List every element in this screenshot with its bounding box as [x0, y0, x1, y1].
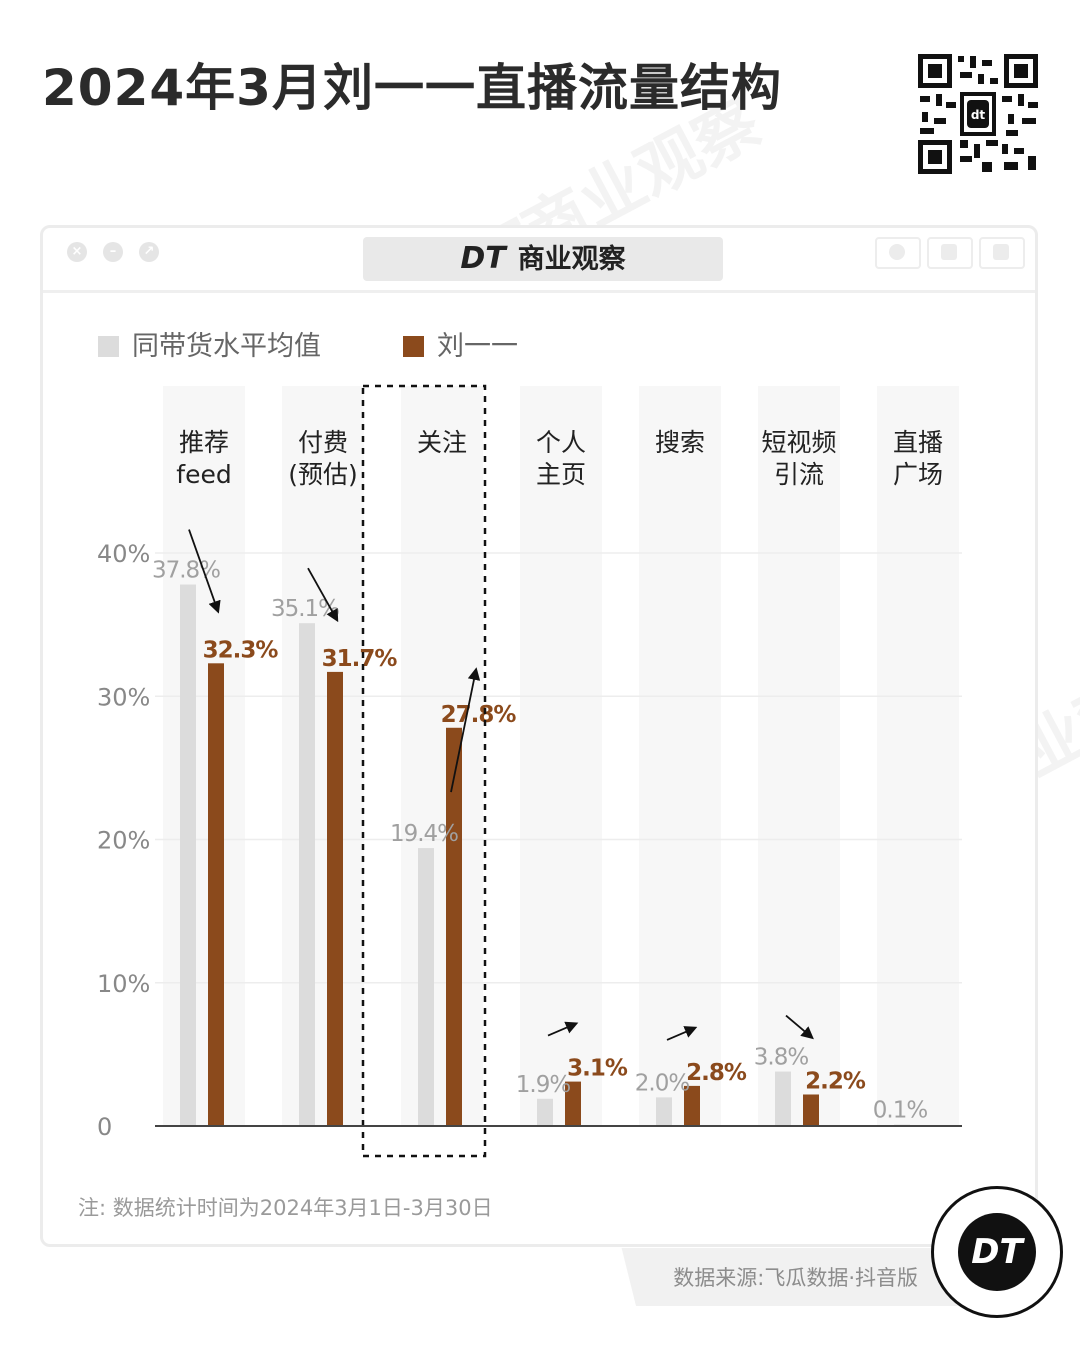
x-tick-label: 广场 — [893, 460, 943, 489]
page-title: 2024年3月刘一一直播流量结构 — [42, 59, 782, 117]
y-tick-label: 30% — [97, 683, 150, 711]
x-tick-label: 推荐 — [179, 428, 229, 457]
value-label-average: 35.1% — [271, 596, 339, 622]
window-title-text: 商业观察 — [517, 244, 626, 275]
x-tick-label: 搜索 — [655, 428, 705, 457]
x-tick-label: 短视频 — [761, 428, 836, 457]
bar-liuyiyi — [208, 663, 224, 1126]
expand-icon[interactable]: ↗ — [139, 242, 159, 262]
trend-arrow — [666, 1026, 698, 1041]
category-column — [639, 386, 721, 1126]
value-label-average: 19.4% — [390, 821, 458, 847]
bar-average — [775, 1071, 791, 1126]
category-column — [520, 386, 602, 1126]
value-label-average: 1.9% — [516, 1072, 571, 1098]
x-tick-label: (预估) — [288, 460, 358, 489]
minimize-icon[interactable]: – — [103, 242, 123, 262]
bar-liuyiyi — [327, 671, 343, 1126]
y-tick-label: 40% — [97, 540, 150, 568]
record-button[interactable] — [875, 237, 921, 269]
source-text: 数据来源:飞瓜数据·抖音版 — [673, 1266, 918, 1290]
legend-label: 同带货水平均值 — [132, 331, 321, 362]
copy-button[interactable] — [979, 237, 1025, 269]
trend-arrow — [547, 1021, 579, 1037]
category-column — [877, 386, 959, 1126]
window-title: DT 商业观察 — [363, 237, 723, 281]
category-column — [163, 386, 245, 1126]
dt-badge: DT — [931, 1186, 1063, 1318]
source-banner: 数据来源:飞瓜数据·抖音版 — [600, 1248, 960, 1306]
bar-average — [180, 584, 196, 1126]
category-column — [282, 386, 364, 1126]
legend-swatch — [98, 336, 119, 357]
qr-code: dt — [916, 52, 1040, 176]
trend-arrow — [188, 529, 221, 614]
x-tick-label: 直播 — [893, 428, 943, 457]
value-label-liuyiyi: 32.3% — [203, 637, 279, 663]
x-tick-label: 主页 — [536, 460, 586, 489]
category-column — [401, 386, 483, 1126]
highlight-box — [361, 384, 487, 1158]
legend-label: 刘一一 — [437, 331, 518, 362]
value-label-average: 37.8% — [152, 558, 220, 584]
y-tick-label: 20% — [97, 827, 150, 855]
bar-liuyiyi — [803, 1094, 819, 1126]
y-tick-label: 10% — [97, 970, 150, 998]
value-label-average: 0.1% — [873, 1098, 928, 1124]
x-tick-label: 个人 — [536, 428, 586, 457]
value-label-liuyiyi: 3.1% — [567, 1056, 628, 1082]
brand-logo: DT — [460, 241, 506, 276]
window-titlebar: × – ↗ DT 商业观察 — [43, 228, 1035, 293]
category-column — [758, 386, 840, 1126]
footnote: 注: 数据统计时间为2024年3月1日-3月30日 — [78, 1196, 493, 1220]
x-tick-label: 关注 — [417, 428, 467, 457]
close-icon[interactable]: × — [67, 242, 87, 262]
share-button[interactable] — [927, 237, 973, 269]
value-label-liuyiyi: 27.8% — [441, 702, 517, 728]
trend-arrow — [450, 667, 481, 793]
value-label-liuyiyi: 31.7% — [322, 646, 398, 672]
value-label-liuyiyi: 2.8% — [686, 1060, 747, 1086]
chart-legend: 同带货水平均值 刘一一 — [98, 331, 518, 362]
x-tick-label: feed — [176, 460, 231, 489]
value-label-liuyiyi: 2.2% — [805, 1068, 866, 1094]
bar-average — [299, 623, 315, 1126]
value-label-average: 3.8% — [754, 1045, 809, 1071]
bar-average — [418, 848, 434, 1126]
trend-arrow — [785, 1014, 814, 1040]
y-tick-label: 0 — [97, 1113, 112, 1141]
bar-liuyiyi — [446, 727, 462, 1126]
legend-swatch — [403, 336, 424, 357]
dt-logo: DT — [958, 1213, 1036, 1291]
bar-average — [537, 1098, 553, 1126]
x-tick-label: 引流 — [774, 460, 824, 489]
svg-text:dt: dt — [971, 108, 986, 122]
bar-liuyiyi — [565, 1081, 581, 1126]
value-label-average: 2.0% — [635, 1070, 690, 1096]
trend-arrow — [307, 567, 339, 623]
bar-average — [656, 1097, 672, 1126]
bar-liuyiyi — [684, 1085, 700, 1126]
x-tick-label: 付费 — [298, 428, 348, 457]
